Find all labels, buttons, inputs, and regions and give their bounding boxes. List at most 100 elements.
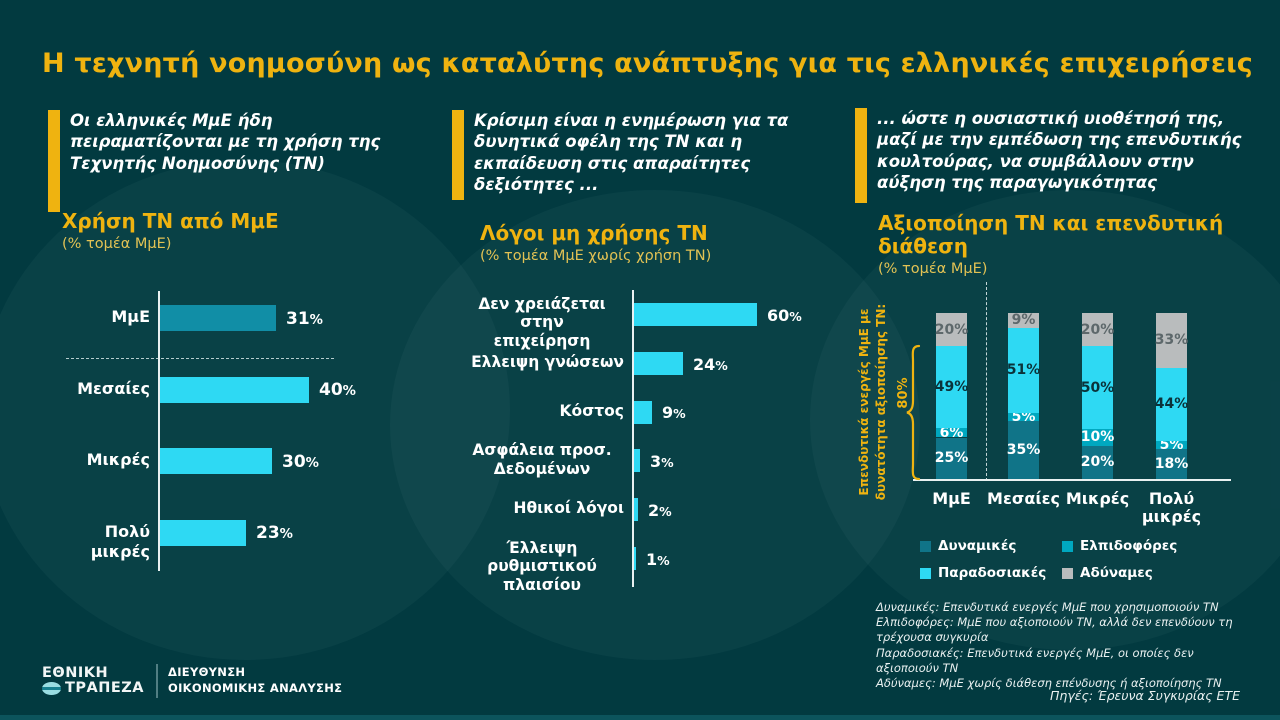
category-label: Έλλειψη ρυθμιστικού πλαισίου	[487, 538, 597, 595]
chart1-header: Χρήση ΤΝ από ΜμΕ (% τομέα ΜμΕ)	[62, 209, 279, 253]
page-title: Η τεχνητή νοημοσύνη ως καταλύτης ανάπτυξ…	[42, 48, 1254, 79]
department-line1: ΔΙΕΥΘΥΝΣΗ	[168, 665, 246, 680]
stack-segment: 20%	[1080, 445, 1115, 479]
segment-label: 20%	[1080, 454, 1115, 471]
bar	[160, 448, 272, 475]
logo-divider	[156, 664, 159, 698]
callout-right: ... ώστε η ουσιαστική υιοθέτησή της, μαζ…	[855, 108, 1257, 203]
bar	[634, 351, 683, 375]
category-label: Ελλειψη γνώσεων	[471, 352, 624, 371]
segment-label: 5%	[1011, 408, 1036, 425]
percent-sign: %	[715, 357, 728, 373]
legend-item: Παραδοσιακές	[920, 565, 1062, 581]
chart1-title: Χρήση ΤΝ από ΜμΕ	[62, 209, 279, 233]
bar	[160, 376, 309, 403]
bar	[634, 498, 638, 522]
legend-label: Ελπιδοφόρες	[1080, 538, 1178, 554]
segment-label: 49%	[934, 378, 969, 395]
callout-text: ... ώστε η ουσιαστική υιοθέτησή της, μαζ…	[877, 109, 1242, 193]
chart2-subtitle: (% τομέα ΜμΕ χωρίς χρήση ΤΝ)	[480, 248, 712, 264]
chart1-subtitle: (% τομέα ΜμΕ)	[62, 236, 172, 252]
percent-sign: %	[789, 308, 802, 324]
stack-segment: 35%	[1006, 420, 1041, 479]
segment-label: 9%	[1011, 312, 1036, 329]
legend-label: Παραδοσιακές	[938, 565, 1047, 581]
segment-label: 50%	[1080, 379, 1115, 396]
segment-label: 25%	[934, 450, 969, 467]
legend-swatch	[920, 567, 931, 579]
segment-label: 33%	[1154, 332, 1189, 349]
legend-label: Δυναμικές	[938, 538, 1017, 554]
footnote-line: Παραδοσιακές: Επενδυτικά ενεργές ΜμΕ, οι…	[876, 645, 1194, 675]
chart3-title: Αξιοποίηση ΤΝ και επενδυτική διάθεση	[878, 211, 1224, 258]
stack-segment: 5%	[1008, 408, 1039, 425]
divider-dashed-line	[986, 282, 987, 481]
department-name: ΔΙΕΥΘΥΝΣΗ ΟΙΚΟΝΟΜΙΚΗΣ ΑΝΑΛΥΣΗΣ	[168, 665, 342, 696]
bar	[634, 400, 652, 424]
legend-item: Δυναμικές	[920, 538, 1062, 554]
source-note: Πηγές: Έρευνα Συγκυρίας ΕΤΕ	[1050, 688, 1240, 703]
footnote-line: Αδύναμες: ΜμΕ χωρίς διάθεση επένδυσης ή …	[876, 675, 1222, 690]
bank-coin-icon	[42, 682, 61, 696]
chart3-header: Αξιοποίηση ΤΝ και επενδυτική διάθεση (% …	[878, 211, 1280, 278]
stack-segment: 20%	[1081, 313, 1114, 347]
x-category-label: ΜμΕ	[932, 489, 971, 508]
y-axis	[158, 291, 160, 571]
chart2-title: Λόγοι μη χρήσης ΤΝ	[480, 221, 708, 245]
bar-value: 30%	[282, 451, 319, 472]
stack-segment: 49%	[934, 346, 969, 428]
curly-brace	[906, 344, 921, 481]
stack-segment: 20%	[935, 313, 968, 347]
bar	[160, 305, 276, 331]
percent-sign: %	[657, 552, 670, 568]
bar-value: 23%	[256, 523, 293, 544]
stacked-chart-annotation: Επενδυτικά ενεργές ΜμΕ με δυνατότητα αξι…	[857, 303, 888, 501]
segment-label: 10%	[1080, 429, 1115, 446]
category-label: Ηθικοί λόγοι	[513, 499, 624, 518]
x-category-label: Πολύ μικρές	[1141, 489, 1202, 527]
stack-segment: 25%	[934, 437, 969, 479]
category-label: Ασφάλεια προσ. Δεδομένων	[472, 440, 612, 478]
separator-dashed-line	[66, 358, 334, 359]
accent-bar	[855, 108, 867, 203]
bar-value: 31%	[286, 308, 323, 329]
callout-text: Κρίσιμη είναι η ενημέρωση για τα δυνητικ…	[474, 111, 789, 195]
callout-text: Οι ελληνικές ΜμΕ ήδη πειραματίζονται με …	[70, 111, 381, 173]
legend-item: Ελπιδοφόρες	[1062, 538, 1177, 554]
category-label: ΜμΕ	[111, 307, 150, 327]
segment-label: 18%	[1154, 456, 1189, 473]
percent-sign: %	[659, 503, 672, 519]
chart-usage-of-ai: ΜμΕ 31% Μεσαίες 40% Μικρές 30% Πολύ μικρές 23%	[56, 285, 436, 580]
percent-sign: %	[342, 384, 356, 400]
chart3-subtitle: (% τομέα ΜμΕ)	[878, 261, 988, 277]
category-label: Πολύ μικρές	[90, 522, 150, 561]
chart-ai-adoption-investment: 25% 6% 49% 20% ΜμΕ 35% 5% 51% 9% Μεσαίες 20% 10% 50%…	[865, 280, 1280, 545]
percent-sign: %	[309, 312, 323, 328]
bank-name: ΕΘΝΙΚΗ ΤΡΑΠΕΖΑ	[42, 665, 145, 696]
category-label: Κόστος	[559, 401, 624, 420]
segment-label: 6%	[939, 424, 964, 441]
percent-sign: %	[661, 455, 674, 471]
percent-sign: %	[673, 406, 686, 422]
y-axis	[632, 290, 634, 587]
chart2-header: Λόγοι μη χρήσης ΤΝ (% τομέα ΜμΕ χωρίς χρ…	[480, 221, 712, 265]
footnote-line: Ελπιδοφόρες: ΜμΕ που αξιοποιούν ΤΝ, αλλά…	[876, 615, 1233, 645]
segment-label: 35%	[1006, 441, 1041, 458]
bar	[160, 519, 246, 546]
legend-swatch	[1062, 567, 1073, 579]
stack-segment: 5%	[1156, 436, 1187, 453]
stack-segment: 51%	[1006, 327, 1041, 413]
stack-segment: 18%	[1154, 449, 1189, 479]
bank-name-line2: ΤΡΑΠΕΖΑ	[65, 680, 145, 696]
segment-label: 51%	[1006, 362, 1041, 379]
bar	[634, 547, 636, 570]
bar-value: 60%	[767, 305, 802, 325]
bar-value: 9%	[662, 403, 686, 423]
legend-label: Αδύναμες	[1080, 565, 1153, 581]
stack-segment: 44%	[1155, 367, 1188, 441]
segment-label: 5%	[1159, 436, 1184, 453]
footnotes: Δυναμικές: Επενδυτικά ενεργές ΜμΕ που χρ…	[876, 600, 1260, 691]
bottom-accent-strip	[0, 715, 1280, 720]
footnote-line: Δυναμικές: Επενδυτικά ενεργές ΜμΕ που χρ…	[876, 600, 1219, 614]
